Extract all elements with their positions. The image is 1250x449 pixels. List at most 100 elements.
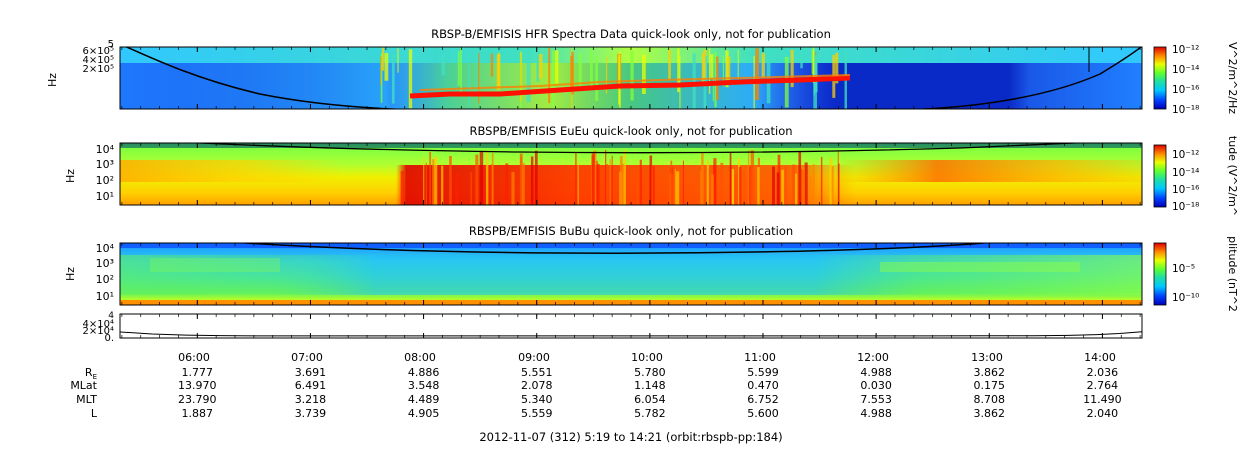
ephem-value-0-8: 2.036 [1087, 366, 1119, 379]
panel2-cbar-tick-3: 10⁻¹⁸ [1172, 201, 1199, 213]
p2-streak [577, 161, 579, 205]
panel3-band-right [880, 262, 1080, 272]
panel2-colorbar [1153, 144, 1167, 208]
panel1-plasma-line-right [907, 47, 1142, 109]
panel1-plasma-line [124, 47, 412, 109]
p2-streak [747, 150, 750, 205]
p1-streak [668, 49, 671, 80]
p1-streak [384, 53, 389, 81]
p1-streak [555, 50, 559, 84]
panel3-horizontal-tone [120, 255, 1142, 295]
p1-streak [710, 54, 713, 79]
p2-streak [706, 160, 709, 205]
panel2-ytick-0: 10⁴ [96, 143, 115, 156]
ephem-value-0-6: 4.988 [860, 366, 892, 379]
time-label-7: 13:00 [971, 351, 1003, 364]
panel4-ytick-0: 4×10⁴ [83, 319, 114, 330]
ephem-value-1-8: 2.764 [1087, 379, 1119, 392]
ephem-value-1-3: 2.078 [521, 379, 553, 392]
panel2-plot [120, 143, 1142, 205]
p2-streak [479, 151, 484, 205]
p2-streak [609, 159, 611, 205]
p1-streak [692, 53, 696, 109]
p2-streak [621, 163, 624, 205]
ephem-label-mlt: MLT [76, 393, 97, 406]
p1-streak [571, 51, 574, 95]
ephem-value-3-2: 4.905 [408, 407, 440, 420]
p2-streak [838, 163, 840, 205]
p2-streak [652, 165, 655, 205]
p1-streak [578, 53, 582, 90]
panel3-cbar-tick-0: 10⁻⁵ [1172, 263, 1195, 275]
time-label-2: 08:00 [404, 351, 436, 364]
panel3-ytick-3: 10¹ [96, 290, 114, 303]
p2-streak [801, 168, 805, 205]
p2-streak [611, 155, 613, 205]
ephem-value-3-3: 5.559 [521, 407, 553, 420]
panel4-plot [119, 313, 1143, 339]
p1-streak [595, 55, 599, 102]
panel1-red-band-upper [419, 74, 851, 91]
time-label-8: 14:00 [1084, 351, 1116, 364]
ephemeris-labels: RE MLat MLT L [70, 366, 98, 420]
panel3-plot [120, 243, 1142, 305]
panel1-y-axis: 5 6×10⁵ 4×10⁵ 2×10⁵ Hz [46, 39, 114, 87]
p2-streak [423, 157, 425, 205]
ephem-value-3-7: 3.862 [974, 407, 1006, 420]
ephem-value-2-1: 3.218 [295, 393, 327, 406]
p2-streak [700, 171, 702, 205]
p1-streak [677, 48, 680, 93]
panel2-ytick-1: 10³ [96, 158, 114, 171]
p1-streak [703, 49, 707, 79]
p1-streak [722, 55, 724, 87]
p2-streak [441, 165, 444, 205]
p2-streak [470, 172, 472, 205]
time-label-6: 12:00 [857, 351, 889, 364]
p1-streak [460, 47, 462, 94]
p2-streak [591, 153, 595, 205]
p2-streak [812, 164, 815, 205]
panel3-title: RBSPB/EMFISIS BuBu quick-look only, not … [469, 224, 793, 238]
p2-streak [575, 153, 577, 205]
p2-streak [597, 163, 600, 205]
panel1-colorbar-label: V^2/m^2/Hz [1226, 42, 1239, 114]
p2-streak [674, 168, 676, 205]
p2-streak [710, 174, 714, 205]
panel3-ytick-1: 10³ [96, 257, 114, 270]
p1-streak [812, 47, 815, 83]
panel3-colorbar-label: plitude (nT^2 [1226, 236, 1239, 312]
p2-streak [781, 169, 784, 205]
p1-streak [708, 48, 711, 94]
p1-streak [703, 53, 707, 109]
p2-streak [651, 165, 653, 205]
panel1-colorbar-ticks: 10⁻¹² 10⁻¹⁴ 10⁻¹⁶ 10⁻¹⁸ [1172, 44, 1199, 116]
ephem-value-0-4: 5.780 [634, 366, 666, 379]
ephem-value-1-1: 6.491 [295, 379, 327, 392]
ephem-value-0-3: 5.551 [521, 366, 553, 379]
p1-streak [490, 53, 494, 77]
p1-streak [737, 49, 739, 80]
p2-streak [729, 152, 732, 205]
p2-streak [798, 151, 802, 205]
p2-streak [519, 153, 523, 205]
time-label-3: 09:00 [518, 351, 550, 364]
p2-streak [432, 159, 435, 205]
ephem-value-3-1: 3.739 [295, 407, 327, 420]
panel4-ytick-2: 0. [104, 333, 114, 344]
panel3-cbar-tick-1: 10⁻¹⁰ [1172, 292, 1199, 304]
p1-streak [755, 48, 759, 101]
ephem-value-2-8: 11.490 [1083, 393, 1122, 406]
p1-streak [538, 53, 543, 79]
p2-streak [606, 164, 609, 205]
time-label-1: 07:00 [291, 351, 323, 364]
p2-streak [639, 159, 642, 205]
p2-streak [623, 150, 626, 205]
p2-streak [488, 166, 490, 205]
p1-streak [548, 47, 551, 104]
p2-streak [511, 172, 515, 205]
time-axis-labels: 06:00 07:00 08:00 09:00 10:00 11:00 12:0… [178, 351, 1116, 364]
p1-streak [408, 49, 413, 109]
panel2-title: RBSPB/EMFISIS EuEu quick-look only, not … [469, 124, 792, 138]
panel4-frame [119, 313, 1143, 339]
